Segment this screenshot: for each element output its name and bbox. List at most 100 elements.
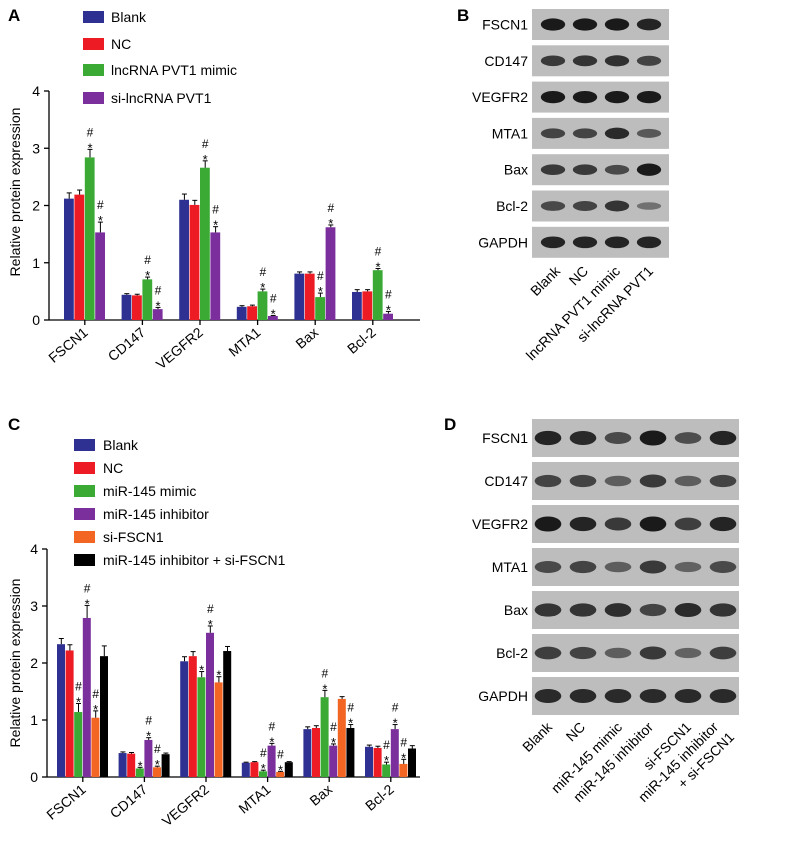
- blot-band: [604, 200, 630, 212]
- lane-label: NC: [565, 263, 591, 289]
- significance-star: *: [203, 152, 208, 167]
- x-tick-label: Bcl-2: [344, 324, 379, 357]
- x-tick-label: MTA1: [235, 781, 273, 817]
- bar: [200, 167, 210, 320]
- significance-hash: #: [212, 203, 219, 217]
- y-tick-label: 0: [32, 312, 40, 328]
- bar: [312, 727, 320, 777]
- significance-hash: #: [207, 602, 214, 616]
- blot-row-label: VEGFR2: [472, 516, 528, 532]
- blot-band: [604, 647, 632, 659]
- legend-c-label-6: miR-145 inhibitor + si-FSCN1: [103, 552, 286, 568]
- bar: [337, 698, 346, 777]
- blot-band: [674, 475, 702, 487]
- blot-band: [569, 688, 597, 704]
- blot-band: [639, 516, 667, 532]
- bar: [329, 745, 338, 777]
- blot-band: [534, 688, 562, 704]
- blot-band: [636, 55, 662, 66]
- x-tick-label: MTA1: [225, 324, 263, 360]
- x-tick-label: VEGFR2: [153, 324, 206, 372]
- significance-star: *: [145, 268, 150, 283]
- legend-a-label-4: si-lncRNA PVT1: [111, 90, 212, 106]
- bar: [100, 656, 108, 777]
- significance-star: *: [260, 280, 265, 295]
- bar: [152, 309, 163, 320]
- bar: [352, 291, 362, 320]
- significance-hash: #: [347, 701, 354, 715]
- significance-star: *: [269, 734, 274, 749]
- blot-band: [604, 18, 630, 31]
- significance-hash: #: [84, 581, 91, 595]
- blot-band: [674, 647, 702, 659]
- significance-star: *: [208, 617, 213, 632]
- blot-band: [534, 603, 562, 617]
- bar: [399, 763, 408, 777]
- blot-row-label: FSCN1: [482, 17, 528, 33]
- bar: [223, 651, 232, 777]
- blot-band: [569, 474, 597, 488]
- significance-hash: #: [322, 666, 329, 680]
- significance-star: *: [146, 729, 151, 744]
- legend-c-swatch-4: [74, 508, 95, 520]
- significance-hash: #: [383, 738, 390, 752]
- blot-band: [674, 602, 702, 618]
- legend-c-swatch-6: [74, 554, 95, 566]
- significance-star: *: [278, 762, 283, 777]
- significance-hash: #: [392, 701, 399, 715]
- significance-hash: #: [92, 687, 99, 701]
- panel-a-letter: A: [8, 6, 20, 25]
- legend-c-swatch-5: [74, 531, 95, 543]
- y-tick-label: 1: [30, 712, 38, 728]
- blot-strip: [532, 505, 739, 543]
- bar: [144, 739, 153, 777]
- significance-star: *: [348, 716, 353, 731]
- legend-a-swatch-3: [83, 64, 104, 76]
- significance-hash: #: [330, 720, 337, 734]
- bar: [127, 753, 136, 777]
- significance-star: *: [386, 302, 391, 317]
- bar: [210, 232, 221, 320]
- blot-row-label: Bax: [504, 162, 528, 178]
- blot-band: [569, 430, 597, 446]
- bar: [132, 295, 142, 320]
- bar: [189, 204, 200, 320]
- legend-c-swatch-1: [74, 439, 95, 451]
- lane-label: Blank: [519, 718, 556, 755]
- bar: [382, 764, 391, 777]
- blot-band: [534, 561, 562, 573]
- blot-band: [636, 163, 662, 176]
- significance-hash: #: [154, 742, 161, 756]
- blot-band: [534, 430, 562, 446]
- bar: [259, 771, 267, 777]
- blot-band: [604, 55, 630, 67]
- significance-hash: #: [385, 287, 392, 301]
- blot-band: [674, 432, 702, 444]
- significance-star: *: [155, 757, 160, 772]
- blot-row-label: CD147: [484, 473, 528, 489]
- blot-row-label: VEGFR2: [472, 89, 528, 105]
- significance-hash: #: [400, 735, 407, 749]
- blot-band: [639, 688, 667, 704]
- blot-band: [709, 603, 737, 617]
- panel-b-blot: FSCN1 CD147 VEGFR2 MTA1 Bax Bcl-2 GAPDH Blank NC…: [472, 9, 669, 363]
- blot-band: [604, 90, 630, 104]
- panel-d-letter: D: [444, 415, 456, 434]
- panel-c: C Blank NC miR-145 mimic miR-145 inhibit…: [7, 415, 420, 829]
- blot-band: [572, 18, 598, 31]
- significance-star: *: [93, 702, 98, 717]
- significance-hash: #: [97, 198, 104, 212]
- bar: [57, 644, 65, 777]
- blot-band: [569, 603, 597, 617]
- blot-row-label: FSCN1: [482, 430, 528, 446]
- panel-c-letter: C: [8, 415, 20, 434]
- legend-c-swatch-3: [74, 485, 95, 497]
- x-tick-label: CD147: [107, 781, 151, 821]
- legend-c-label-4: miR-145 inhibitor: [103, 506, 209, 522]
- blot-band: [639, 603, 667, 617]
- blot-band: [540, 201, 566, 211]
- blot-band: [674, 688, 702, 704]
- bar: [346, 727, 355, 777]
- y-tick-label: 2: [32, 198, 40, 214]
